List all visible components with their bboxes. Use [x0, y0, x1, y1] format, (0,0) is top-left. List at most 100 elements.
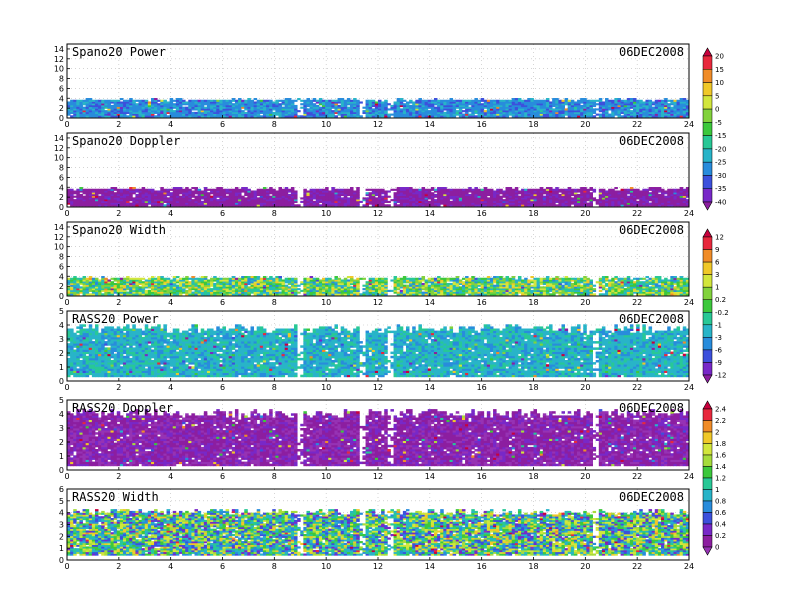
- data-cell: [107, 111, 111, 114]
- data-cell: [334, 282, 338, 286]
- x-tick-label: 22: [632, 120, 642, 129]
- data-cell: [461, 115, 466, 118]
- data-cell: [253, 190, 258, 193]
- data-cell: [471, 104, 475, 108]
- data-cell: [290, 200, 295, 203]
- data-cell: [657, 115, 662, 118]
- data-cell: [402, 106, 407, 109]
- data-cell: [353, 199, 357, 202]
- data-cell: [166, 200, 171, 203]
- data-cell: [645, 101, 649, 104]
- data-cell: [679, 195, 684, 198]
- data-cell: [570, 101, 575, 104]
- data-cell: [241, 197, 245, 200]
- data-cell: [70, 200, 74, 203]
- data-cell: [85, 291, 90, 294]
- data-cell: [284, 103, 289, 106]
- data-cell: [210, 103, 214, 106]
- data-cell: [160, 289, 164, 292]
- data-cell: [328, 99, 332, 102]
- data-cell: [185, 110, 189, 113]
- data-cell: [104, 190, 108, 193]
- data-cell: [343, 291, 348, 294]
- data-cell: [493, 197, 497, 200]
- data-cell: [362, 197, 366, 200]
- data-cell: [440, 188, 444, 191]
- data-cell: [642, 111, 646, 114]
- data-cell: [101, 204, 105, 207]
- data-cell: [374, 279, 379, 282]
- data-cell: [119, 281, 124, 284]
- data-cell: [175, 99, 180, 102]
- data-cell: [670, 111, 674, 114]
- data-cell: [583, 106, 587, 109]
- data-cell: [238, 279, 242, 282]
- data-cell: [337, 197, 342, 200]
- data-cell: [381, 192, 385, 195]
- data-cell: [620, 103, 625, 106]
- data-cell: [262, 197, 267, 200]
- data-cell: [150, 115, 155, 118]
- data-cell: [545, 188, 550, 191]
- data-cell: [312, 291, 317, 294]
- data-cell: [91, 200, 96, 203]
- data-cell: [225, 288, 230, 291]
- data-cell: [601, 111, 606, 114]
- data-cell: [421, 190, 426, 193]
- data-cell: [601, 103, 606, 106]
- data-cell: [648, 192, 653, 195]
- data-cell: [85, 288, 90, 291]
- data-cell: [306, 281, 310, 284]
- data-cell: [287, 279, 292, 282]
- data-cell: [483, 103, 488, 106]
- data-cell: [374, 101, 379, 104]
- data-cell: [200, 197, 205, 200]
- data-cell: [197, 193, 202, 197]
- data-cell: [67, 111, 71, 114]
- data-cell: [262, 195, 267, 198]
- data-cell: [110, 200, 115, 203]
- data-cell: [384, 282, 388, 286]
- data-cell: [598, 190, 603, 193]
- data-cell: [203, 190, 208, 193]
- data-cell: [586, 195, 590, 198]
- data-cell: [365, 288, 370, 291]
- data-cell: [194, 199, 199, 202]
- data-cell: [446, 197, 450, 200]
- data-cell: [206, 289, 211, 292]
- data-cell: [589, 202, 593, 205]
- data-cell: [580, 192, 584, 195]
- data-cell: [356, 200, 360, 203]
- data-cell: [449, 115, 454, 118]
- data-cell: [213, 197, 217, 200]
- data-cell: [393, 199, 398, 202]
- data-cell: [238, 293, 242, 296]
- data-cell: [238, 104, 242, 108]
- data-cell: [654, 110, 659, 113]
- data-cell: [430, 204, 435, 207]
- data-cell: [256, 293, 261, 296]
- data-cell: [247, 113, 251, 116]
- data-cell: [138, 192, 143, 195]
- data-cell: [378, 293, 382, 296]
- data-cell: [241, 282, 245, 286]
- data-cell: [371, 197, 376, 200]
- data-cell: [402, 190, 407, 193]
- data-cell: [514, 111, 519, 114]
- data-cell: [132, 115, 136, 118]
- data-cell: [424, 108, 429, 111]
- data-cell: [365, 108, 370, 111]
- x-tick-label: 0: [64, 120, 69, 129]
- data-cell: [346, 110, 351, 113]
- data-cell: [633, 104, 637, 108]
- data-cell: [626, 197, 631, 200]
- data-cell: [412, 101, 416, 104]
- data-cell: [511, 108, 516, 111]
- data-cell: [371, 282, 376, 286]
- data-cell: [67, 195, 71, 198]
- data-cell: [617, 101, 621, 104]
- data-cell: [210, 101, 214, 104]
- data-cell: [303, 202, 307, 205]
- data-cell: [555, 193, 559, 197]
- data-cell: [511, 204, 516, 207]
